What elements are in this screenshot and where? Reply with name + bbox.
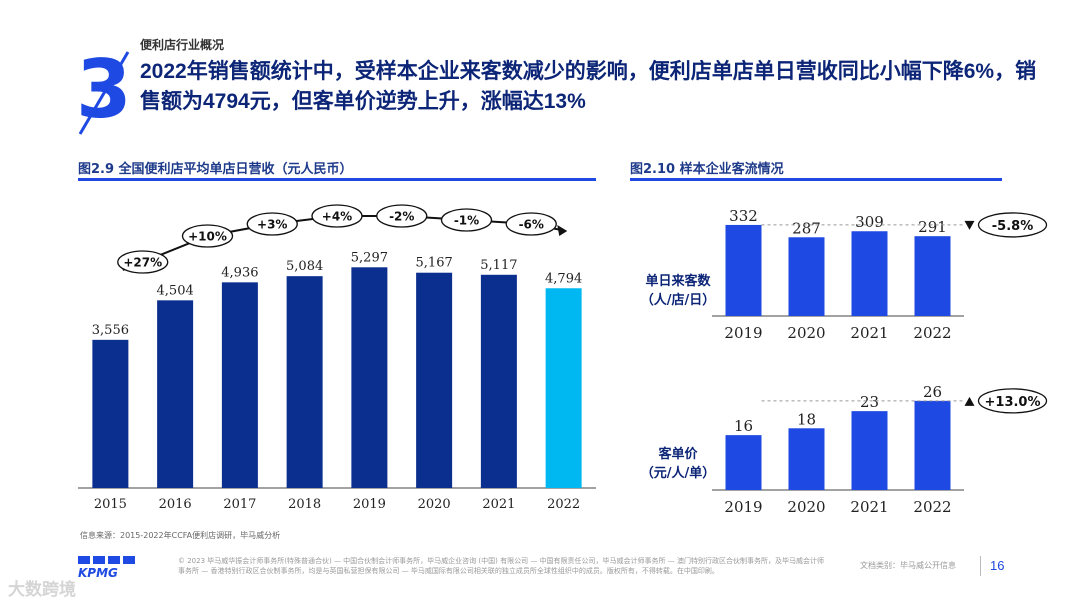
visitors-bar: [788, 237, 825, 316]
fig29-bar: [286, 276, 323, 488]
ticket-bar: [725, 435, 762, 490]
fig29-value-label: 4,936: [221, 265, 258, 280]
kpmg-logo: KPMG: [78, 556, 135, 578]
visitors-row-label: 单日来客数 （人/店/日）: [628, 272, 728, 310]
ticket-bar: [788, 428, 825, 490]
fig29-growth-label: +10%: [188, 230, 227, 244]
ticket-value-label: 26: [923, 383, 942, 401]
visitors-value-label: 287: [792, 219, 821, 237]
fig29-bar: [545, 288, 582, 488]
document-classification: 文档类别：毕马威公开信息: [860, 561, 956, 570]
ticket-row-label-main: 客单价: [658, 447, 698, 462]
fig29-growth-label: +3%: [257, 218, 287, 232]
fig29-value-label: 5,297: [351, 250, 388, 265]
fig29-growth-bubble: [505, 212, 557, 236]
ticket-row-label: 客单价 （元/人/单）: [628, 445, 728, 483]
visitors-change-label: -5.8%: [992, 219, 1033, 234]
svg-text:KPMG: KPMG: [78, 566, 118, 578]
visitors-row-label-unit: （人/店/日）: [640, 293, 716, 308]
visitors-value-label: 332: [729, 207, 758, 225]
fig29-growth-bubble: [440, 208, 493, 232]
section-slash-decoration: [78, 51, 130, 135]
visitors-category-label: 2021: [850, 324, 888, 342]
fig29-bar: [221, 282, 258, 488]
fig29-category-label: 2022: [547, 497, 580, 512]
fig29-bar: [157, 300, 194, 488]
visitors-value-label: 291: [918, 218, 947, 236]
ticket-change-bubble: [977, 388, 1048, 414]
watermark-text: 大数跨境: [8, 580, 76, 600]
visitors-bar: [725, 224, 762, 316]
fig29-bar: [92, 339, 129, 488]
fig29-trend-arrowhead: [557, 225, 568, 236]
fig29-category-label: 2018: [288, 497, 321, 512]
section-label: 便利店行业概况: [140, 38, 225, 52]
page-headline: 2022年销售额统计中，受样本企业来客数减少的影响，便利店单店单日营收同比小幅下…: [140, 60, 1037, 113]
source-note: 信息来源：2015-2022年CCFA便利店调研，毕马威分析: [80, 531, 281, 540]
fig29-value-label: 5,167: [416, 256, 453, 271]
fig29-growth-bubble: [311, 204, 363, 228]
fig29-growth-label: +4%: [322, 210, 352, 224]
fig210-title-rule: [630, 178, 1002, 181]
ticket-value-label: 16: [734, 417, 753, 435]
ticket-category-label: 2021: [850, 498, 888, 516]
ticket-value-label: 18: [797, 410, 816, 428]
fig29-growth-bubble: [376, 204, 428, 228]
fig29-value-label: 3,556: [92, 323, 129, 338]
visitors-bar: [851, 231, 888, 316]
fig29-bar: [351, 267, 388, 488]
ticket-change-label: +13.0%: [985, 395, 1041, 410]
fig29-category-label: 2020: [418, 497, 451, 512]
page-number-divider: [980, 556, 981, 576]
fig29-growth-label: +27%: [123, 256, 162, 270]
ticket-row-label-unit: （元/人/单）: [640, 466, 716, 481]
visitors-change-triangle: [964, 220, 975, 230]
fig29-category-label: 2021: [482, 497, 515, 512]
fig29-growth-bubble: [246, 212, 298, 236]
visitors-category-label: 2022: [913, 324, 951, 342]
visitors-bar: [914, 236, 951, 316]
ticket-value-label: 23: [860, 393, 879, 411]
ticket-category-label: 2020: [787, 498, 825, 516]
fig29-value-label: 5,117: [480, 258, 517, 273]
fig29-category-label: 2016: [159, 497, 192, 512]
ticket-category-label: 2019: [724, 498, 762, 516]
fig29-bar: [480, 274, 517, 488]
fig29-title: 图2.9 全国便利店平均单店日营收（元人民币）: [78, 162, 353, 177]
fig29-growth-label: -1%: [454, 214, 479, 228]
visitors-category-label: 2019: [724, 324, 762, 342]
fig29-bar: [416, 272, 453, 488]
fig210-title: 图2.10 样本企业客流情况: [630, 162, 784, 177]
page-number: 16: [990, 558, 1005, 573]
fig29-growth-label: -2%: [389, 210, 414, 224]
fig29-growth-label: -6%: [519, 218, 544, 232]
ticket-change-triangle: [964, 396, 975, 406]
fig29-value-label: 4,794: [545, 271, 582, 286]
ticket-bar: [914, 400, 951, 490]
visitors-row-label-main: 单日来客数: [645, 274, 711, 289]
fig29-value-label: 4,504: [157, 283, 194, 298]
visitors-value-label: 309: [855, 213, 884, 231]
fig29-value-label: 5,084: [286, 259, 323, 274]
ticket-category-label: 2022: [913, 498, 951, 516]
fig29-category-label: 2015: [94, 497, 127, 512]
visitors-change-bubble: [977, 212, 1048, 238]
fig29-title-rule: [78, 178, 596, 181]
fig29-growth-bubble: [117, 250, 169, 274]
fig29-category-label: 2017: [223, 497, 256, 512]
ticket-bar: [851, 411, 888, 490]
fig29-growth-bubble: [181, 224, 234, 248]
fig29-category-label: 2019: [353, 497, 386, 512]
legal-notice: © 2023 毕马威华振会计师事务所(特殊普通合伙) — 中国合伙制会计师事务所…: [178, 557, 824, 575]
visitors-category-label: 2020: [787, 324, 825, 342]
